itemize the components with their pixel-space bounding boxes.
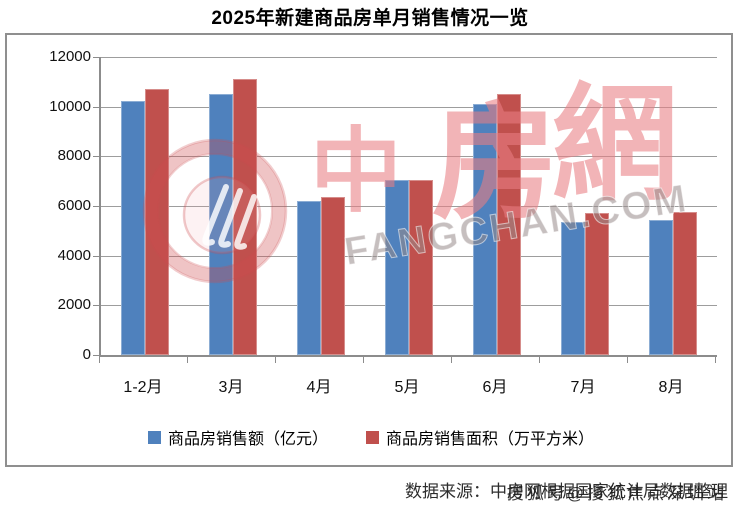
legend-swatch (366, 430, 379, 444)
bar-sales-area (673, 212, 697, 355)
x-axis-tick (363, 357, 364, 363)
legend-swatch (147, 430, 161, 444)
bar-group-1-2月 (101, 57, 189, 355)
x-axis-category-label: 3月 (218, 379, 244, 396)
legend-item: 商品房销售面积（万平方米） (366, 425, 594, 449)
x-axis-tick (539, 357, 540, 363)
y-axis-tick (93, 256, 99, 257)
bar-group-4月 (277, 57, 365, 355)
bar-group-8月 (629, 57, 717, 355)
gridline (101, 57, 717, 58)
x-axis-category-label: 1-2月 (123, 379, 163, 396)
y-axis-tick (93, 305, 99, 306)
bar-sales-area (497, 94, 521, 355)
bar-sales-area (145, 89, 169, 355)
x-axis-tick (187, 357, 188, 363)
y-axis-tick (93, 156, 99, 157)
plot-area (99, 57, 717, 357)
x-axis-tick (715, 357, 716, 363)
y-axis-tick-label: 10000 (49, 98, 91, 115)
y-axis-tick (93, 206, 99, 207)
y-axis-tick-label: 8000 (57, 147, 91, 164)
bar-sales-amount (121, 101, 145, 355)
y-axis-tick-label: 2000 (57, 296, 91, 313)
y-axis-tick-label: 4000 (57, 247, 91, 264)
y-axis-tick-label: 12000 (49, 48, 91, 65)
legend-label: 商品房销售额（亿元） (167, 431, 328, 448)
x-axis-tick (99, 357, 100, 363)
y-axis-tick (93, 107, 99, 108)
chart-frame: 12000 10000 8000 6000 4000 2000 0 1-2月 3月 4月 5月 6月… (5, 33, 733, 467)
x-axis-tick (627, 357, 628, 363)
legend-item: 商品房销售额（亿元） (147, 425, 328, 449)
y-axis-tick-label: 0 (82, 346, 91, 363)
bar-group-6月 (453, 57, 541, 355)
x-axis-category-label: 7月 (570, 379, 596, 396)
x-axis-tick (275, 357, 276, 363)
bar-group-7月 (541, 57, 629, 355)
y-axis-tick (93, 355, 99, 356)
bar-group-3月 (189, 57, 277, 355)
chart-legend: 商品房销售额（亿元） 商品房销售面积（万平方米） (7, 425, 735, 449)
gridline (101, 156, 717, 157)
x-axis-category-label: 8月 (658, 379, 684, 396)
bar-sales-area (321, 197, 345, 355)
bar-sales-amount (561, 222, 585, 355)
x-axis-category-label: 5月 (394, 379, 420, 396)
bar-sales-amount (209, 94, 233, 355)
bar-sales-amount (297, 201, 321, 355)
legend-label: 商品房销售面积（万平方米） (386, 431, 595, 448)
x-axis-category-label: 4月 (306, 379, 332, 396)
bar-sales-amount (473, 104, 497, 355)
bar-sales-amount (649, 220, 673, 355)
x-axis-category-label: 6月 (482, 379, 508, 396)
bar-sales-area (233, 79, 257, 355)
gridline (101, 107, 717, 108)
y-axis-tick-label: 6000 (57, 197, 91, 214)
bar-sales-amount (385, 180, 409, 355)
bar-sales-area (409, 180, 433, 355)
x-axis-tick (451, 357, 452, 363)
data-source-line: 数据来源：中房网根据国家统计局数据整理 搜狐号@搜狐焦点深圳站 (405, 477, 728, 503)
page-title: 2025年新建商品房单月销售情况一览 (211, 8, 529, 29)
bar-sales-area (585, 213, 609, 355)
data-source-text: 数据来源：中房网根据国家统计局数据整理 (405, 482, 728, 501)
sohu-watermark-overlay-text: 搜狐号@搜狐焦点深圳站 (506, 484, 727, 503)
bar-group-5月 (365, 57, 453, 355)
y-axis-tick (93, 57, 99, 58)
